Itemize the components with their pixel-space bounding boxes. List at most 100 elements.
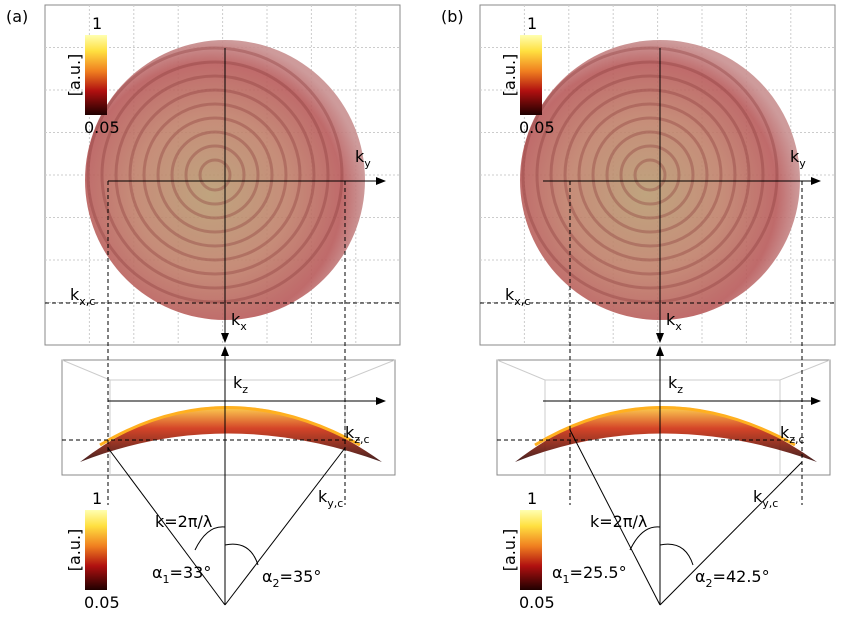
colorbar-min: 0.05 (519, 118, 555, 137)
wave-vector-label: k=2π/λ (155, 512, 212, 531)
alpha2-label-rest: =42.5° (713, 567, 770, 586)
kxc-label: kx,c (70, 285, 95, 308)
kyc-label-main: k (753, 487, 763, 506)
wave-vector-label: k=2π/λ (590, 512, 647, 531)
ky-label-main: k (355, 147, 365, 166)
kx-label: kx (231, 310, 247, 333)
sphere-ring (591, 116, 709, 234)
colorbar (520, 510, 542, 590)
sphere-ring (605, 130, 695, 220)
sphere-ring (563, 88, 737, 262)
ky-label-main: k (790, 147, 800, 166)
alpha2-label-main: α (262, 567, 273, 586)
alpha1-label: α1=25.5° (552, 563, 627, 586)
kz-label-main: k (233, 373, 243, 392)
kyc-label-sub: y,c (762, 497, 778, 510)
k-shell-crest (534, 406, 796, 447)
cone-line (569, 429, 661, 606)
colorbar-unit: [a.u.] (65, 529, 84, 572)
sphere-ring (142, 102, 288, 248)
kx-label-main: k (666, 310, 676, 329)
sphere-ring (619, 144, 681, 206)
colorbar-min: 0.05 (519, 593, 555, 612)
kz-label-sub: z (242, 383, 248, 396)
sphere-ring (535, 60, 765, 290)
alpha2-label-sub: 2 (706, 577, 713, 590)
alpha1-label-main: α (552, 563, 563, 582)
kz-label: kz (668, 373, 683, 396)
colorbar-min: 0.05 (84, 118, 120, 137)
panel-label: (b) (441, 7, 464, 26)
kz-label-main: k (668, 373, 678, 392)
alpha1-label-sub: 1 (563, 573, 570, 586)
ky-label-sub: y (364, 157, 371, 170)
kz-label-sub: z (677, 383, 683, 396)
kx-label-sub: x (240, 320, 247, 333)
angle-arc (659, 543, 694, 566)
k-shell-crest (99, 406, 361, 447)
ky-label-sub: y (799, 157, 806, 170)
kx-label-main: k (231, 310, 241, 329)
alpha1-label-sub: 1 (163, 573, 170, 586)
ky-label: ky (790, 147, 806, 170)
sphere-ring (100, 60, 330, 290)
colorbar-unit: [a.u.] (500, 54, 519, 97)
alpha1-label-main: α (152, 563, 163, 582)
alpha2-label-main: α (695, 567, 706, 586)
sphere-ring (184, 144, 246, 206)
sphere-ring (577, 102, 723, 248)
colorbar (85, 510, 107, 590)
colorbar-max: 1 (527, 489, 537, 508)
panel-label: (a) (6, 7, 28, 26)
alpha2-label-rest: =35° (280, 567, 322, 586)
angle-arc (224, 543, 259, 566)
colorbar-unit: [a.u.] (500, 529, 519, 572)
kxc-label: kx,c (505, 285, 530, 308)
kzc-label: kz,c (780, 423, 805, 446)
cone-line (659, 461, 803, 606)
ky-label: ky (355, 147, 371, 170)
sphere-ring (521, 46, 779, 304)
kzc-label: kz,c (345, 423, 370, 446)
sphere-ring (549, 74, 751, 276)
sphere-ring (633, 158, 667, 192)
sphere-ring (198, 158, 232, 192)
kxc-label-sub: x,c (514, 295, 530, 308)
sphere-ring (170, 130, 260, 220)
kxc-label-sub: x,c (79, 295, 95, 308)
sphere-ring (128, 88, 302, 262)
sphere-ring (114, 74, 316, 276)
alpha2-label: α2=42.5° (695, 567, 770, 590)
kzc-label-sub: z,c (789, 433, 804, 446)
kz-label: kz (233, 373, 248, 396)
alpha1-label: α1=33° (152, 563, 211, 586)
angle-arc (629, 526, 661, 551)
box-perspective (496, 359, 831, 475)
colorbar (520, 35, 542, 115)
kzc-label-sub: z,c (354, 433, 369, 446)
sphere-ring (86, 46, 344, 304)
angle-arc (194, 526, 226, 551)
kyc-label-main: k (318, 487, 328, 506)
kzc-label-main: k (780, 423, 790, 442)
alpha2-label: α2=35° (262, 567, 321, 590)
alpha2-label-sub: 2 (273, 577, 280, 590)
cone-line (224, 447, 346, 606)
kyc-label-sub: y,c (327, 497, 343, 510)
colorbar-max: 1 (527, 14, 537, 33)
cone-line (107, 447, 226, 606)
sphere-ring (156, 116, 274, 234)
colorbar-min: 0.05 (84, 593, 120, 612)
kx-label: kx (666, 310, 682, 333)
kyc-label: ky,c (753, 487, 778, 510)
alpha1-label-rest: =33° (170, 563, 212, 582)
kxc-label-main: k (505, 285, 515, 304)
alpha1-label-rest: =25.5° (570, 563, 627, 582)
colorbar-unit: [a.u.] (65, 54, 84, 97)
kx-label-sub: x (675, 320, 682, 333)
colorbar (85, 35, 107, 115)
kzc-label-main: k (345, 423, 355, 442)
kyc-label: ky,c (318, 487, 343, 510)
colorbar-max: 1 (92, 14, 102, 33)
colorbar-max: 1 (92, 489, 102, 508)
